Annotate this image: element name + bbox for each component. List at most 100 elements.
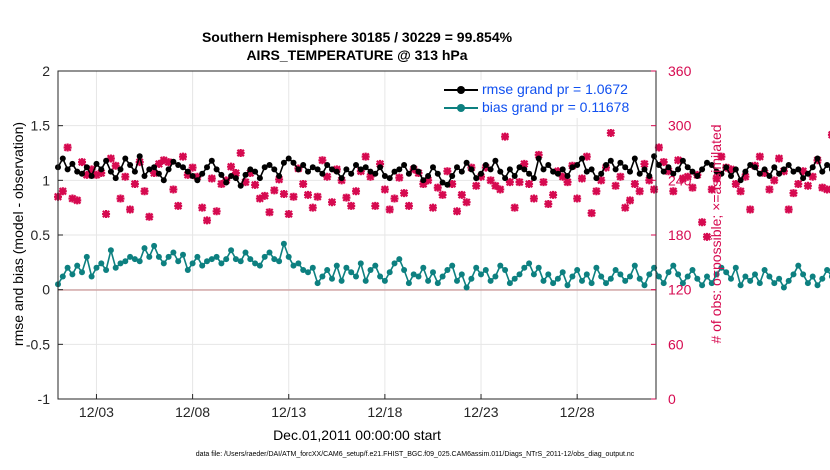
bias-point xyxy=(492,273,499,280)
legend-rmse-label: rmse grand pr = 1.0672 xyxy=(482,81,628,97)
bias-point xyxy=(699,282,706,289)
bias-point xyxy=(329,275,335,282)
rmse-point xyxy=(242,171,249,178)
rmse-point xyxy=(771,164,778,171)
bias-point xyxy=(280,240,287,247)
rmse-point xyxy=(800,175,807,182)
bias-point xyxy=(324,267,331,273)
rmse-point xyxy=(247,166,254,173)
bias-point xyxy=(410,271,417,278)
rmse-point xyxy=(410,164,417,171)
rmse-point xyxy=(679,157,686,164)
obs-marker xyxy=(323,172,332,181)
obs-marker xyxy=(688,183,697,192)
y2-tick-label: 360 xyxy=(668,63,692,79)
obs-marker xyxy=(640,159,649,168)
rmse-point xyxy=(146,166,153,173)
rmse-point xyxy=(588,166,595,173)
y-tick-label: -0.5 xyxy=(26,336,50,352)
obs-marker xyxy=(92,170,101,179)
bias-point xyxy=(372,262,379,269)
rmse-point xyxy=(521,166,528,173)
rmse-point xyxy=(704,159,710,166)
bias-point xyxy=(756,280,763,287)
rmse-point xyxy=(69,160,76,167)
obs-marker xyxy=(246,169,255,178)
obs-marker xyxy=(760,169,769,178)
rmse-point xyxy=(554,170,561,177)
rmse-point xyxy=(655,162,662,168)
bias-point xyxy=(728,275,734,282)
y-tick-label: 2 xyxy=(42,63,50,79)
obs-marker xyxy=(361,152,370,161)
obs-marker xyxy=(188,163,197,172)
bias-point xyxy=(189,260,196,267)
obs-marker xyxy=(448,179,457,188)
obs-marker xyxy=(174,201,183,210)
x-tick-label: 12/13 xyxy=(271,404,306,420)
bias-point xyxy=(771,280,778,287)
obs-marker xyxy=(183,170,192,179)
bias-point xyxy=(564,282,571,289)
rmse-point xyxy=(593,175,600,182)
bias-point xyxy=(790,271,797,278)
obs-marker xyxy=(645,176,654,185)
bias-point xyxy=(367,267,374,273)
obs-marker xyxy=(385,205,394,214)
obs-marker xyxy=(279,190,288,198)
bias-point xyxy=(641,282,648,289)
rmse-point xyxy=(362,164,369,171)
bias-point xyxy=(175,258,182,265)
obs-marker xyxy=(68,194,77,203)
rmse-point xyxy=(473,175,480,182)
rmse-point xyxy=(824,162,830,168)
obs-marker xyxy=(443,167,452,176)
rmse-point xyxy=(194,177,201,184)
rmse-point xyxy=(497,168,504,175)
obs-marker xyxy=(669,187,678,196)
bias-point xyxy=(295,260,302,267)
obs-marker xyxy=(150,169,159,178)
bias-point xyxy=(112,264,119,271)
rmse-point xyxy=(785,162,792,168)
obs-marker xyxy=(808,172,817,181)
rmse-point xyxy=(232,175,239,182)
obs-marker xyxy=(539,178,548,187)
obs-marker xyxy=(395,173,404,182)
rmse-point xyxy=(444,181,451,188)
rmse-point xyxy=(93,160,100,167)
obs-marker xyxy=(496,185,505,194)
rmse-point xyxy=(795,166,802,173)
bias-point xyxy=(506,280,513,287)
rmse-point xyxy=(74,168,81,175)
legend-rmse-marker xyxy=(457,86,465,94)
rmse-point xyxy=(367,168,374,175)
bias-point xyxy=(463,284,470,291)
obs-marker xyxy=(726,165,735,174)
obs-marker xyxy=(510,203,519,212)
axis-layer: -1 -0.5 0 0.5 1 1.5 2 0 60 120 180 240 300 360 12/03 12… xyxy=(26,63,692,420)
obs-marker xyxy=(818,183,827,192)
legend: rmse grand pr = 1.0672 bias grand pr = 0… xyxy=(440,80,648,118)
chart-title-line2: AIRS_TEMPERATURE @ 313 hPa xyxy=(246,47,468,63)
bias-point xyxy=(425,277,432,284)
obs-marker xyxy=(78,158,87,167)
obs-marker xyxy=(765,185,774,194)
rmse-point xyxy=(122,155,129,162)
rmse-point xyxy=(530,175,537,182)
bias-point xyxy=(689,267,696,273)
rmse-point xyxy=(348,170,355,177)
obs-marker xyxy=(635,187,644,196)
obs-marker xyxy=(529,194,538,203)
rmse-point xyxy=(660,168,667,175)
obs-marker xyxy=(419,179,428,188)
bias-point xyxy=(482,267,489,273)
rmse-point xyxy=(564,173,571,179)
obs-marker xyxy=(515,178,524,187)
rmse-point xyxy=(256,175,263,182)
rmse-point xyxy=(213,166,220,173)
y-tick-label: 0.5 xyxy=(31,227,51,243)
bias-point xyxy=(583,271,590,278)
obs-marker xyxy=(126,205,135,214)
obs-marker xyxy=(135,158,144,167)
